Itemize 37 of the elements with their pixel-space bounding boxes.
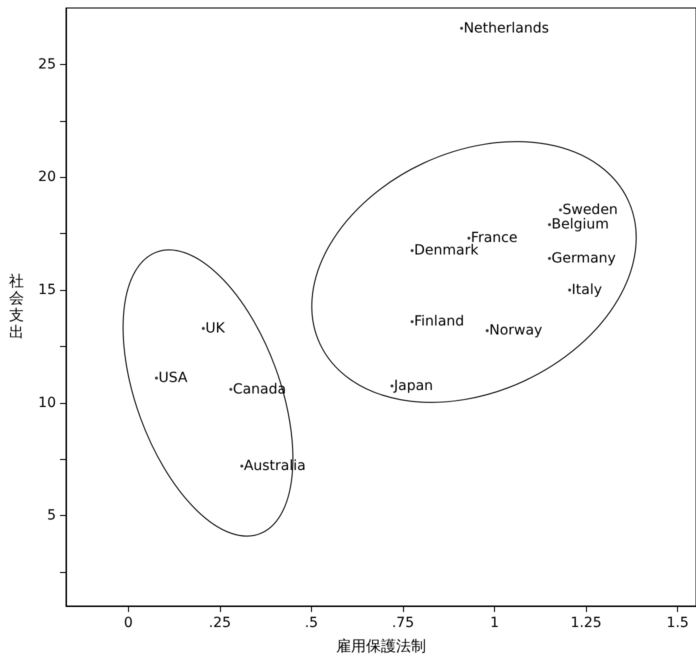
point bbox=[558, 208, 562, 212]
annotation: Germany bbox=[551, 250, 616, 266]
x-tick-label: 1.25 bbox=[570, 615, 602, 631]
annotation: Sweden bbox=[562, 202, 618, 218]
y-tick-label: 15 bbox=[38, 282, 56, 298]
point bbox=[229, 388, 232, 391]
point bbox=[240, 464, 244, 468]
annotation: Netherlands bbox=[464, 20, 549, 36]
annotation: USA bbox=[158, 370, 188, 386]
y-tick-label: 5 bbox=[47, 508, 56, 524]
y-tick-label: 20 bbox=[38, 169, 56, 186]
y-axis-title: 社会支出 bbox=[9, 273, 24, 341]
x-tick-label: .75 bbox=[392, 615, 414, 631]
annotation: Finland bbox=[414, 314, 464, 330]
point bbox=[548, 256, 551, 260]
point bbox=[467, 236, 470, 240]
y-tick-label: 25 bbox=[38, 56, 56, 72]
point bbox=[548, 223, 551, 226]
x-tick-label: .25 bbox=[208, 615, 231, 631]
annotation: Italy bbox=[572, 282, 602, 298]
point bbox=[486, 329, 489, 332]
x-tick-label: 0 bbox=[124, 615, 133, 631]
point bbox=[202, 326, 205, 330]
point bbox=[410, 320, 414, 324]
annotation: Belgium bbox=[551, 216, 609, 233]
x-tick-label: 1 bbox=[490, 615, 500, 631]
point bbox=[154, 376, 158, 380]
annotation: UK bbox=[205, 320, 226, 336]
point bbox=[460, 26, 464, 30]
annotation: Norway bbox=[489, 322, 542, 339]
point bbox=[410, 249, 414, 252]
x-axis-title: 雇用保護法制 bbox=[336, 638, 426, 655]
y-tick-label: 10 bbox=[38, 394, 56, 411]
annotation: Japan bbox=[392, 378, 434, 394]
point bbox=[568, 288, 572, 292]
x-tick-label: .5 bbox=[304, 615, 318, 631]
x-tick-label: 1.5 bbox=[666, 615, 689, 631]
